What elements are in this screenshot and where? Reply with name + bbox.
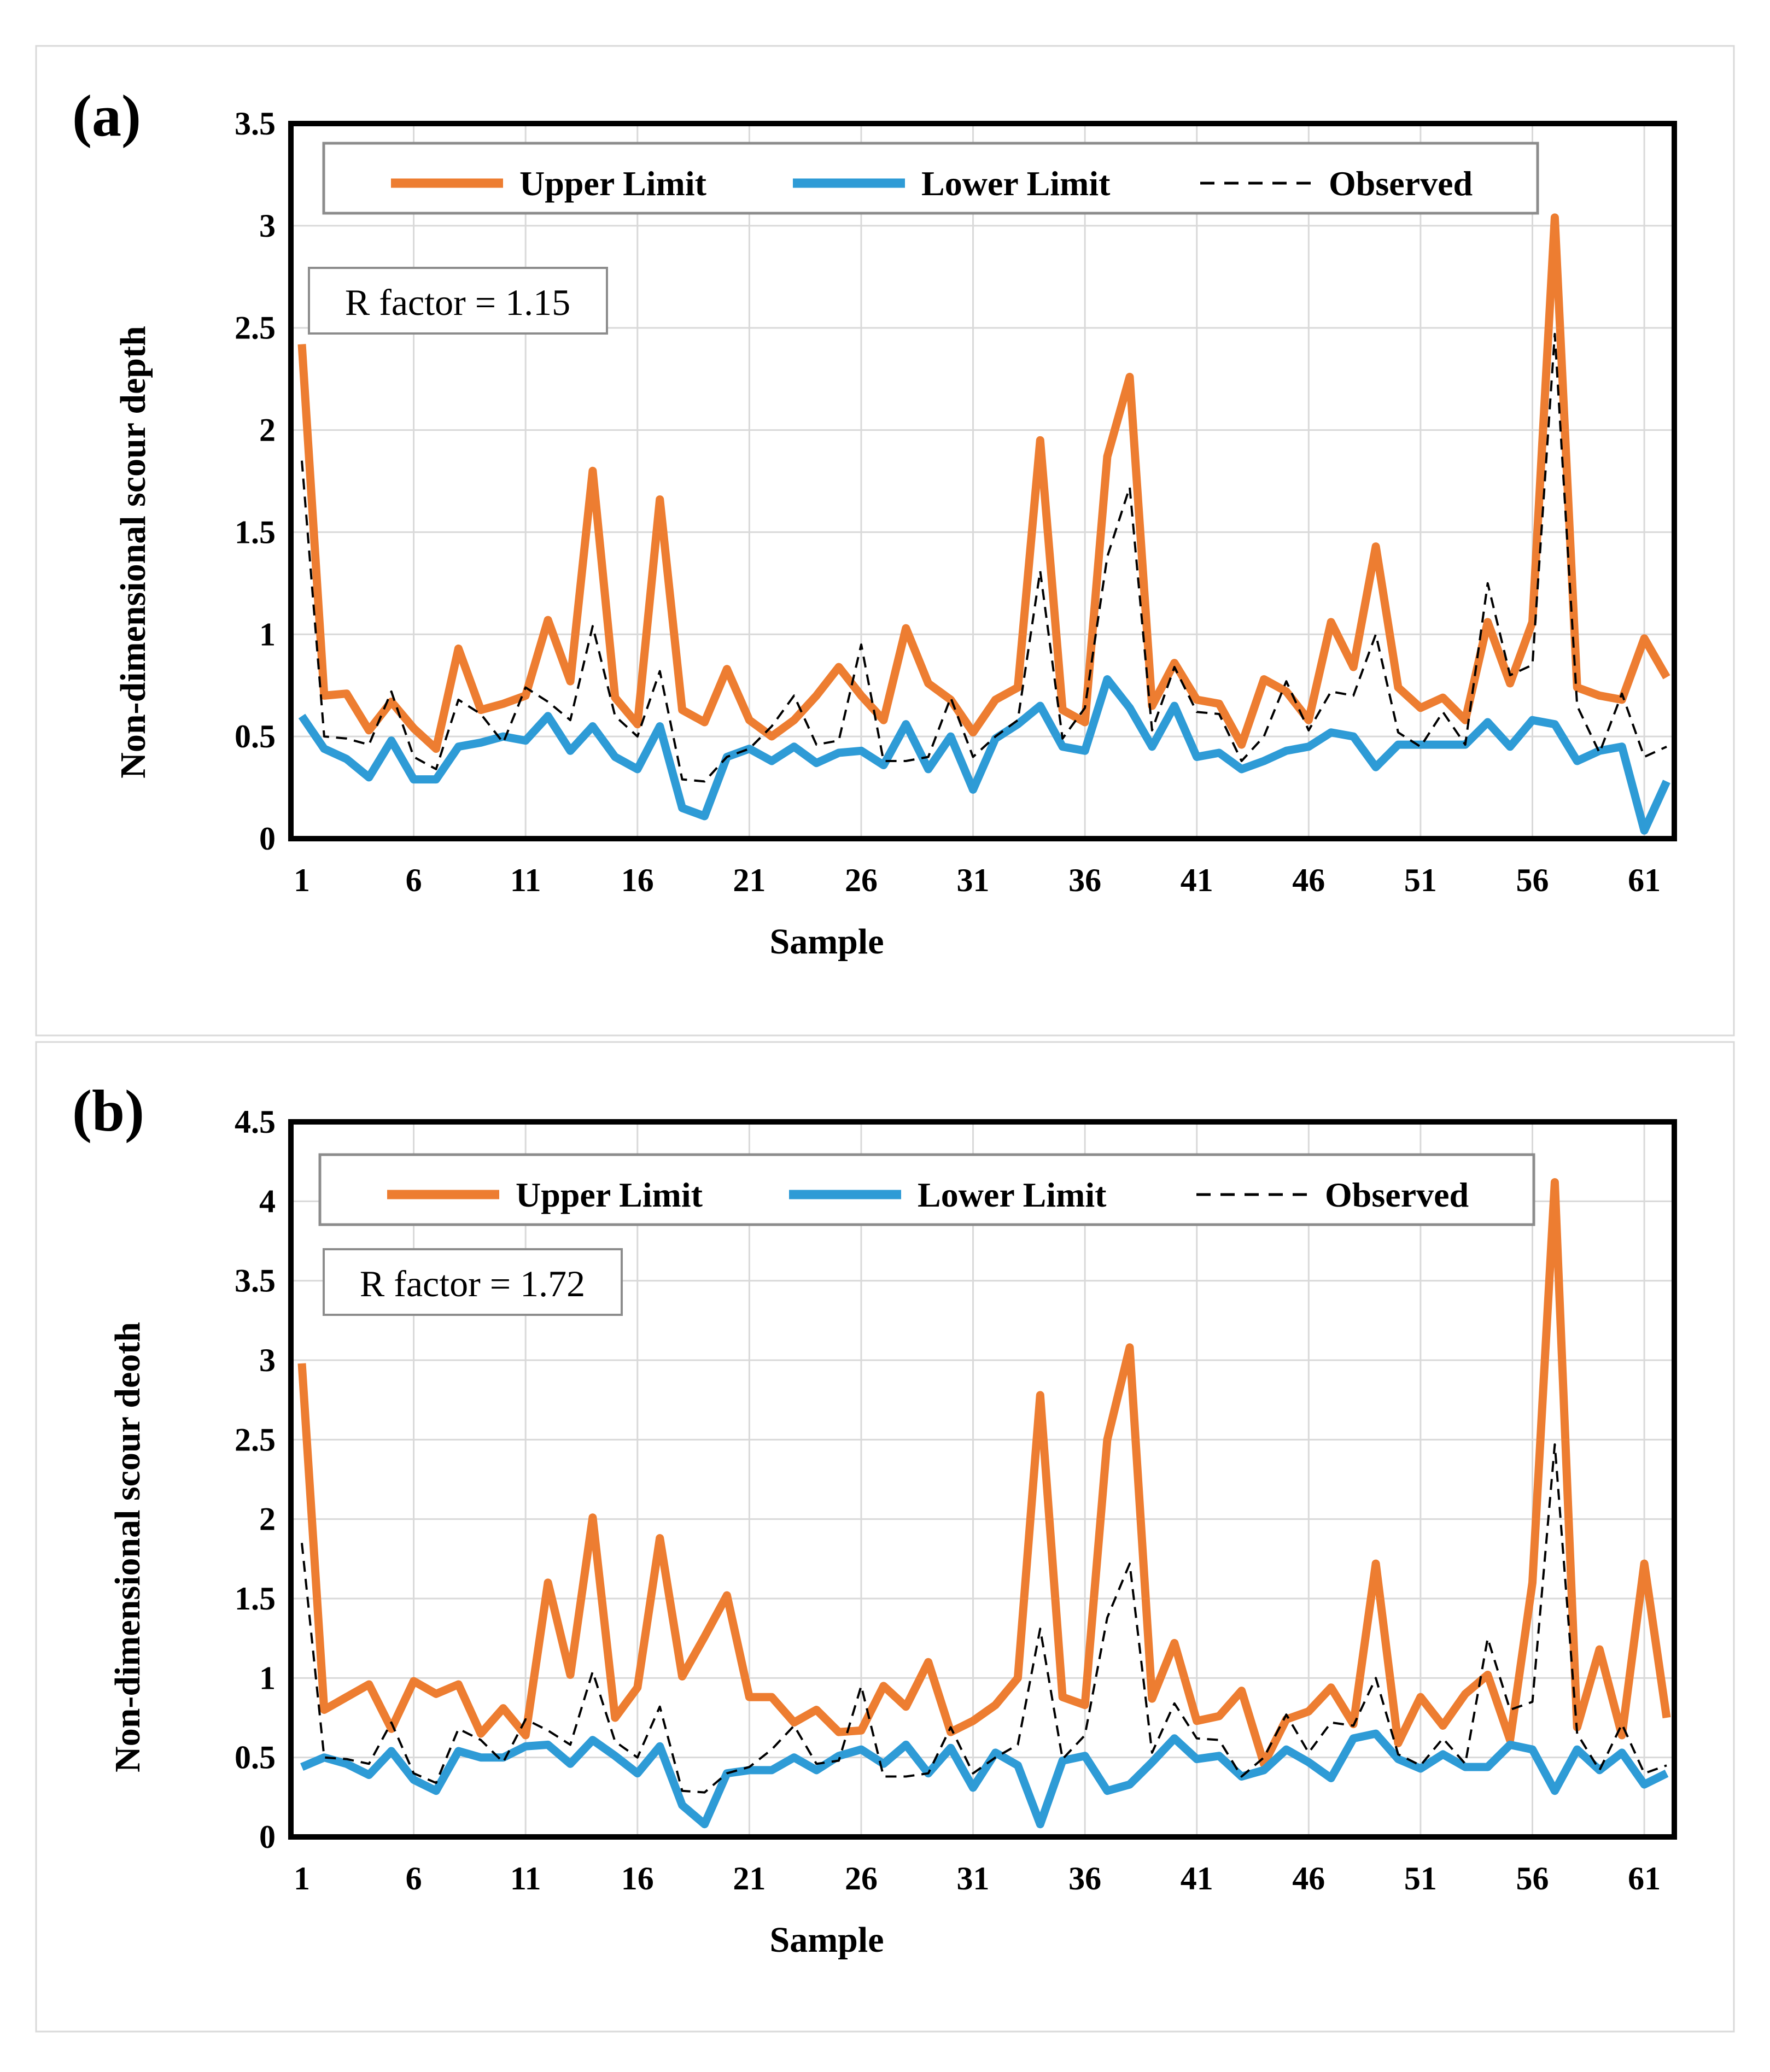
- panel-b-r-factor-box: [323, 1248, 623, 1316]
- panel-b-xtick-label: 51: [1404, 1860, 1437, 1897]
- panel-b-r-factor: R factor = 1.72: [323, 1248, 623, 1316]
- panel-a-r-factor-text: R factor = 1.15: [345, 282, 570, 323]
- panel-a-ytick-label: 0.5: [235, 718, 276, 754]
- panel-a-ytick-label: 2: [259, 412, 276, 448]
- panel-b-legend-observed: Observed: [1325, 1175, 1469, 1214]
- panel-a-x-axis-title: Sample: [769, 922, 884, 962]
- panel-b-ytick-label: 0.5: [235, 1740, 276, 1776]
- panel-a-legend-upper: Upper Limit: [519, 164, 707, 203]
- panel-a-x-axis: 1 6 11 16 21 26 31 36 41 46 51 56 61: [294, 862, 1661, 898]
- panel-a-y-axis: 0 0.5 1 1.5 2 2.5 3 3.5: [235, 106, 276, 857]
- panel-a-ytick-label: 3: [259, 208, 276, 244]
- panel-a-xtick-label: 11: [510, 862, 541, 898]
- panel-b-ytick-label: 4.5: [235, 1104, 276, 1140]
- panel-a-xtick-label: 56: [1516, 862, 1549, 898]
- panel-b-ytick-label: 3: [259, 1342, 276, 1378]
- panel-a-series: [297, 213, 1670, 835]
- panel-b-legend-lower: Lower Limit: [918, 1175, 1107, 1214]
- panel-a-r-factor: R factor = 1.15: [308, 267, 608, 335]
- panel-b-legend: Upper Limit Lower Limit Observed: [318, 1153, 1535, 1226]
- panel-b-series: [297, 1178, 1671, 1829]
- panel-b-xtick-label: 21: [733, 1860, 766, 1897]
- panel-b-gridlines: [291, 1122, 1674, 1837]
- panel-a-ytick-label: 1: [259, 616, 276, 652]
- panel-b-xtick-label: 1: [294, 1860, 310, 1897]
- panel-a-legend-lower: Lower Limit: [921, 164, 1111, 203]
- panel-b-x-axis-title: Sample: [769, 1920, 884, 1960]
- panel-b-y-axis-title: Non-dimensional scour deoth: [108, 1322, 148, 1772]
- panel-b-legend-upper: Upper Limit: [516, 1175, 703, 1214]
- panel-a: (a) 00.511.522.533.5 1 6 11 16 21 26 31 36 41 46 5…: [35, 45, 1735, 1037]
- panel-b-xtick-label: 11: [510, 1860, 541, 1897]
- panel-a-legend-observed: Observed: [1329, 164, 1473, 203]
- panel-a-xtick-label: 26: [845, 862, 878, 898]
- panel-b-ytick-label: 2.5: [235, 1421, 276, 1458]
- panel-a-y-axis-title: Non-dimensional scour depth: [113, 326, 153, 779]
- panel-b-xtick-label: 6: [406, 1860, 422, 1897]
- panel-a-upper-limit-line: [297, 213, 1670, 753]
- panel-b-x-axis: 1 6 11 16 21 26 31 36 41 46 51 56 61: [294, 1860, 1661, 1897]
- panel-a-xtick-label: 46: [1292, 862, 1325, 898]
- panel-a-xtick-label: 16: [621, 862, 654, 898]
- panel-a-xtick-label: 61: [1628, 862, 1661, 898]
- panel-a-legend: Upper Limit Lower Limit Observed: [322, 142, 1539, 215]
- panel-b-legend-box: [318, 1153, 1535, 1226]
- panel-b-label: (b): [72, 1079, 144, 1144]
- panel-b-xtick-label: 61: [1628, 1860, 1661, 1897]
- panel-a-xtick-label: 6: [406, 862, 422, 898]
- panel-b-ytick-label: 1: [259, 1660, 276, 1696]
- panel-b-xtick-label: 41: [1181, 1860, 1213, 1897]
- panel-b-r-factor-text: R factor = 1.72: [360, 1263, 585, 1304]
- panel-b-ytick-label: 4: [259, 1183, 276, 1219]
- panel-b-ytick-label: 2: [259, 1501, 276, 1537]
- panel-b-xtick-label: 26: [845, 1860, 878, 1897]
- panel-a-plot-area: [288, 121, 1677, 841]
- panel-a-xtick-label: 1: [294, 862, 310, 898]
- panel-b-observed-line: [301, 1443, 1667, 1794]
- panel-b-ytick-label: 1.5: [235, 1581, 276, 1617]
- panel-a-xtick-label: 21: [733, 862, 766, 898]
- panel-a-r-factor-box: [308, 267, 608, 335]
- panel-b-xtick-label: 46: [1292, 1860, 1325, 1897]
- panel-b-xtick-label: 36: [1068, 1860, 1101, 1897]
- panel-a-legend-box: [322, 142, 1539, 215]
- panel-b-xtick-label: 31: [957, 1860, 990, 1897]
- panel-b-lower-limit-line: [300, 1729, 1669, 1829]
- panel-b: (b) 00.511.522.533.544.5 1 6 11 16 21 26 31 36 4…: [35, 1041, 1735, 2033]
- panel-a-lower-limit-line: [298, 675, 1670, 835]
- panel-a-gridlines: [291, 124, 1674, 839]
- panel-a-xtick-label: 36: [1068, 862, 1101, 898]
- panel-b-ytick-label: 0: [259, 1819, 276, 1855]
- panel-a-xtick-label: 51: [1404, 862, 1437, 898]
- panel-a-ytick-label: 1.5: [235, 514, 276, 550]
- panel-b-upper-limit-line: [297, 1178, 1671, 1768]
- panel-b-ytick-label: 3.5: [235, 1263, 276, 1299]
- panel-b-y-axis: 0 0.5 1 1.5 2 2.5 3 3.5 4 4.5: [235, 1104, 276, 1855]
- panel-a-ytick-label: 2.5: [235, 310, 276, 346]
- panel-b-xtick-label: 56: [1516, 1860, 1549, 1897]
- panel-b-xtick-label: 16: [621, 1860, 654, 1897]
- panel-a-label: (a): [72, 84, 141, 149]
- panel-b-plot-area: [288, 1119, 1677, 1840]
- panel-a-observed-line: [301, 332, 1667, 783]
- panel-a-ytick-label: 3.5: [235, 106, 276, 142]
- panel-a-xtick-label: 41: [1181, 862, 1213, 898]
- panel-a-xtick-label: 31: [957, 862, 990, 898]
- panel-a-ytick-label: 0: [259, 821, 276, 857]
